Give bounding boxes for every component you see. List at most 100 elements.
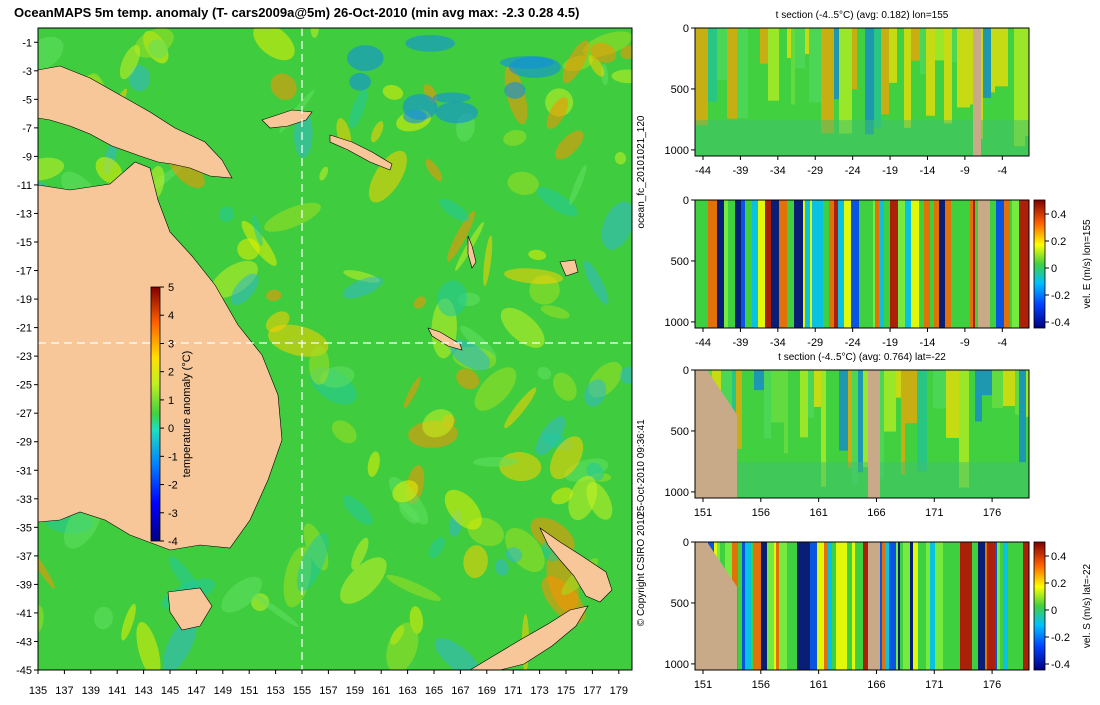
section-cell: [990, 200, 996, 328]
section-cell: [809, 28, 821, 103]
section-cell: [774, 542, 776, 670]
anomaly-eddy: [38, 36, 64, 73]
section-cell: [889, 28, 897, 83]
anomaly-eddy: [611, 69, 632, 84]
section-cell: [1003, 542, 1008, 670]
map-y-tick-label: -31: [16, 465, 32, 477]
map-x-tick-label: 169: [478, 685, 496, 697]
section-y-tick-label: 1000: [665, 317, 689, 329]
section-cell: [1015, 370, 1019, 415]
section-cell: [964, 542, 972, 670]
section-cell: [796, 200, 803, 328]
section-cell: [758, 200, 765, 328]
section-cell: [879, 200, 884, 328]
section-cell: [1027, 200, 1029, 328]
anomaly-eddy: [550, 436, 584, 480]
colorbar-tick-label: 3: [168, 338, 174, 350]
anomaly-eddy: [446, 210, 476, 262]
section-cell: [748, 28, 760, 102]
section-cell: [828, 542, 832, 670]
section-cell: [987, 542, 995, 670]
section-cell: [991, 28, 995, 93]
section-cell: [712, 200, 717, 328]
section-cell: [852, 542, 855, 670]
section-cell: [829, 200, 834, 328]
velocity-colorbar-tick-label: 0.2: [1051, 578, 1066, 590]
main-map: OceanMAPS 5m temp. anomaly (T- cars2009a…: [14, 5, 633, 697]
section-panel-1: t section (-4..5°C) (avg: 0.182) lon=155…: [665, 10, 1030, 177]
section-cell: [736, 370, 742, 449]
map-y-tick-label: -41: [16, 608, 32, 620]
anomaly-eddy: [505, 547, 523, 563]
section-x-tick-label: -19: [882, 165, 898, 177]
section-cell: [969, 370, 975, 397]
map-y-tick-label: -15: [16, 237, 32, 249]
anomaly-eddy: [546, 97, 569, 129]
section-cell: [817, 542, 824, 670]
section-cell: [804, 542, 810, 670]
section-cell: [943, 542, 951, 670]
section-cell: [913, 542, 918, 670]
anomaly-eddy: [540, 305, 570, 319]
map-x-tick-label: 137: [55, 685, 73, 697]
section-cell: [930, 542, 935, 670]
anomaly-eddy: [148, 39, 168, 59]
section-cell: [1019, 200, 1027, 328]
section-cell: [800, 370, 808, 438]
section-x-tick-label: -9: [960, 337, 970, 349]
map-x-tick-label: 173: [530, 685, 548, 697]
section-cell: [901, 370, 905, 475]
section-frame: [694, 541, 1030, 671]
section-x-tick-label: -39: [732, 337, 748, 349]
section-cell: [927, 370, 933, 488]
anomaly-eddy: [310, 28, 319, 38]
section-cell: [924, 200, 930, 328]
anomaly-eddy: [163, 617, 197, 670]
section-cell: [764, 370, 771, 439]
anomaly-eddy: [382, 84, 404, 100]
section-cell: [789, 542, 797, 670]
map-y-tick-label: -23: [16, 351, 32, 363]
colorbar-tick-label: -4: [168, 536, 178, 548]
time-label: 25-Oct-2010 09:36:41: [636, 419, 647, 517]
section-x-tick-label: -39: [732, 165, 748, 177]
section-cell: [970, 200, 973, 328]
section-cell: [742, 370, 754, 465]
section-cell: [767, 542, 774, 670]
colorbar-tick-label: 0: [168, 423, 174, 435]
section-x-tick-label: -29: [807, 165, 823, 177]
anomaly-eddy: [368, 150, 407, 203]
section-panels: t section (-4..5°C) (avg: 0.182) lon=155…: [665, 10, 1093, 691]
section-cell: [910, 542, 913, 670]
section-cell: [896, 370, 901, 398]
section-cell: [851, 200, 859, 328]
section-land: [868, 542, 880, 670]
map-x-tick-label: 161: [372, 685, 390, 697]
section-cell: [733, 200, 735, 328]
anomaly-eddy: [342, 495, 373, 525]
anomaly-eddy: [551, 487, 573, 505]
section-cell: [1014, 28, 1025, 147]
anomaly-eddy: [474, 367, 517, 411]
section-y-tick-label: 0: [683, 365, 689, 377]
anomaly-eddy: [319, 166, 329, 181]
section-cell: [875, 200, 879, 328]
anomaly-eddy: [473, 456, 518, 467]
section-cell: [760, 28, 768, 64]
map-y-tick-label: -25: [16, 380, 32, 392]
section-cell: [978, 542, 985, 670]
velocity-colorbar-tick-label: 0.4: [1051, 551, 1066, 563]
section-cell: [717, 200, 724, 328]
anomaly-eddy: [505, 527, 545, 573]
anomaly-eddy: [569, 164, 587, 205]
section-cell: [836, 542, 840, 670]
section-x-tick-label: -34: [770, 165, 786, 177]
section-cell: [941, 542, 943, 670]
section-cell: [946, 370, 959, 438]
section-cell: [754, 370, 764, 391]
land-vanuatu: [467, 235, 477, 269]
section-cell: [810, 200, 812, 328]
map-y-tick-label: -21: [16, 323, 32, 335]
section-cell: [926, 28, 935, 116]
